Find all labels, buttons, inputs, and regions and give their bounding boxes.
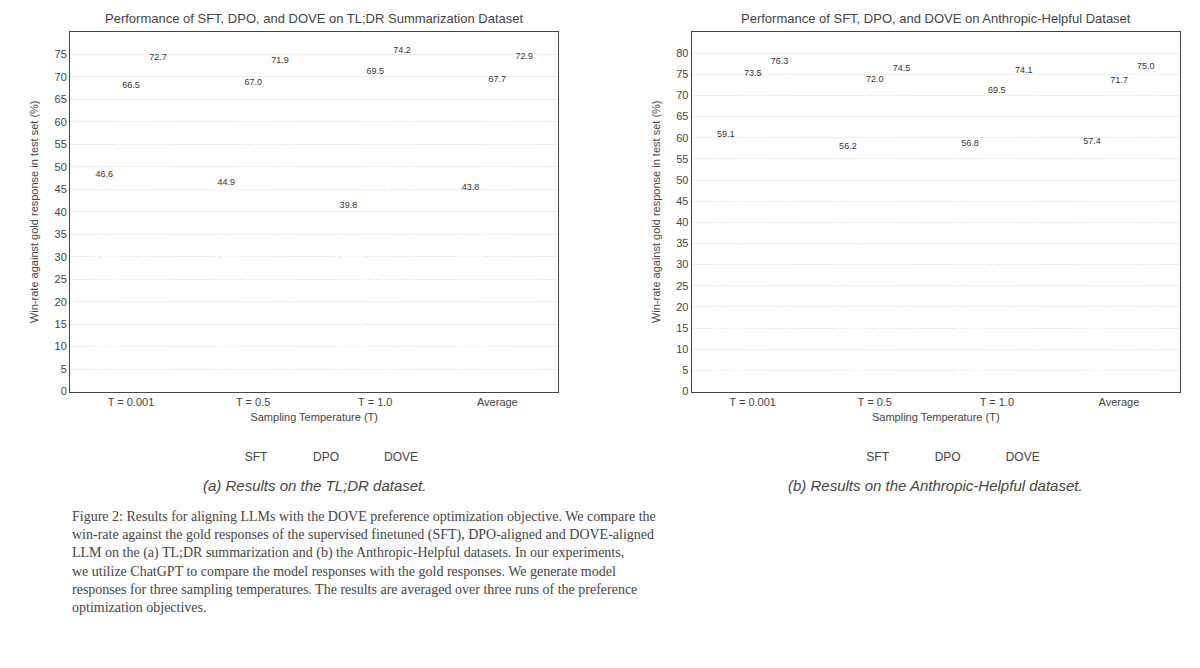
svg-text:80: 80 (676, 47, 688, 59)
svg-text:T = 1.0: T = 1.0 (358, 396, 392, 408)
svg-text:69.5: 69.5 (988, 85, 1006, 95)
svg-text:65: 65 (55, 93, 67, 105)
svg-text:(b) Results on the Anthropic-H: (b) Results on the Anthropic-Helpful dat… (788, 477, 1083, 494)
svg-text:56.2: 56.2 (839, 141, 857, 151)
svg-text:65: 65 (676, 110, 688, 122)
svg-text:T = 1.0: T = 1.0 (980, 396, 1014, 408)
svg-text:Performance of SFT, DPO, and D: Performance of SFT, DPO, and DOVE on TL;… (105, 11, 523, 26)
svg-text:15: 15 (676, 322, 688, 334)
svg-text:69.5: 69.5 (366, 66, 384, 76)
svg-text:25: 25 (55, 273, 67, 285)
svg-text:T = 0.001: T = 0.001 (729, 396, 776, 408)
svg-text:67.0: 67.0 (244, 77, 262, 87)
svg-text:DPO: DPO (935, 450, 961, 464)
svg-text:5: 5 (682, 364, 688, 376)
svg-text:40: 40 (55, 206, 67, 218)
svg-text:74.2: 74.2 (393, 45, 411, 55)
svg-text:44.9: 44.9 (218, 177, 236, 187)
svg-text:0: 0 (61, 385, 67, 397)
svg-text:76.3: 76.3 (771, 56, 789, 66)
svg-text:Sampling Temperature (T): Sampling Temperature (T) (250, 411, 378, 423)
svg-text:67.7: 67.7 (489, 74, 507, 84)
svg-text:10: 10 (55, 340, 67, 352)
svg-text:43.8: 43.8 (462, 182, 480, 192)
svg-text:35: 35 (676, 237, 688, 249)
svg-text:T = 0.5: T = 0.5 (858, 396, 892, 408)
svg-text:(a) Results on the TL;DR datas: (a) Results on the TL;DR dataset. (203, 477, 426, 494)
svg-text:46.6: 46.6 (95, 169, 113, 179)
svg-text:40: 40 (676, 216, 688, 228)
svg-text:20: 20 (676, 301, 688, 313)
svg-text:50: 50 (55, 161, 67, 173)
svg-text:45: 45 (676, 195, 688, 207)
svg-text:DPO: DPO (313, 450, 339, 464)
svg-text:55: 55 (676, 153, 688, 165)
svg-text:72.7: 72.7 (149, 52, 167, 62)
svg-text:T = 0.001: T = 0.001 (108, 396, 155, 408)
svg-text:74.5: 74.5 (893, 63, 911, 73)
svg-text:70: 70 (55, 71, 67, 83)
svg-text:74.1: 74.1 (1015, 65, 1033, 75)
svg-text:30: 30 (55, 251, 67, 263)
svg-text:50: 50 (676, 174, 688, 186)
svg-text:0: 0 (682, 385, 688, 397)
svg-text:35: 35 (55, 228, 67, 240)
svg-text:57.4: 57.4 (1083, 136, 1101, 146)
svg-text:15: 15 (55, 318, 67, 330)
svg-text:72.0: 72.0 (866, 74, 884, 84)
svg-text:75: 75 (676, 68, 688, 80)
svg-text:30: 30 (676, 258, 688, 270)
svg-text:72.9: 72.9 (515, 51, 533, 61)
svg-text:60: 60 (55, 116, 67, 128)
svg-text:20: 20 (55, 296, 67, 308)
svg-text:Win-rate against gold response: Win-rate against gold response in test s… (28, 100, 40, 323)
svg-text:Average: Average (1099, 396, 1140, 408)
svg-text:10: 10 (676, 343, 688, 355)
svg-text:Sampling Temperature (T): Sampling Temperature (T) (872, 411, 1000, 423)
svg-text:73.5: 73.5 (744, 68, 762, 78)
svg-text:56.8: 56.8 (961, 138, 979, 148)
svg-text:60: 60 (676, 132, 688, 144)
svg-text:55: 55 (55, 138, 67, 150)
svg-text:45: 45 (55, 183, 67, 195)
svg-text:DOVE: DOVE (1006, 450, 1040, 464)
svg-text:25: 25 (676, 280, 688, 292)
svg-text:Performance of SFT, DPO, and D: Performance of SFT, DPO, and DOVE on Ant… (741, 11, 1131, 26)
svg-text:Win-rate against gold response: Win-rate against gold response in test s… (650, 100, 662, 323)
svg-text:59.1: 59.1 (717, 129, 735, 139)
svg-text:75: 75 (55, 48, 67, 60)
svg-text:T = 0.5: T = 0.5 (236, 396, 270, 408)
svg-text:71.7: 71.7 (1110, 75, 1128, 85)
svg-text:5: 5 (61, 363, 67, 375)
svg-text:DOVE: DOVE (384, 450, 418, 464)
svg-text:66.5: 66.5 (122, 80, 140, 90)
svg-text:Figure 2: Results for aligning: Figure 2: Results for aligning LLMs with… (72, 509, 656, 615)
svg-text:71.9: 71.9 (271, 55, 289, 65)
svg-text:SFT: SFT (866, 450, 889, 464)
svg-text:Average: Average (477, 396, 518, 408)
svg-text:70: 70 (676, 89, 688, 101)
svg-text:SFT: SFT (245, 450, 268, 464)
svg-text:75.0: 75.0 (1137, 61, 1155, 71)
svg-text:39.8: 39.8 (340, 200, 358, 210)
